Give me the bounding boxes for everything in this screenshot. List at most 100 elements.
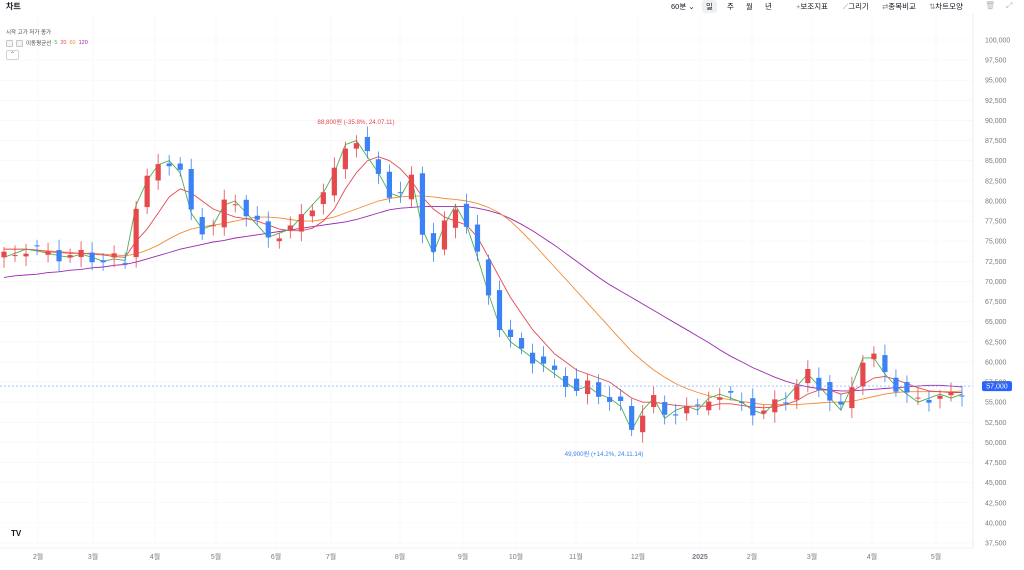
- period-week-button[interactable]: 주: [727, 2, 734, 11]
- y-tick-label: 55,000: [985, 400, 1007, 407]
- period-month-button[interactable]: 월: [746, 2, 753, 11]
- y-tick-label: 62,500: [985, 339, 1007, 346]
- x-tick-label: 8월: [395, 552, 405, 561]
- candle-body: [375, 159, 381, 174]
- candle-body: [144, 175, 150, 208]
- compare-icon: ⇄: [882, 2, 889, 11]
- ma5-label: 5: [54, 40, 58, 46]
- current-price-badge: [982, 381, 1012, 392]
- y-tick-label: 82,500: [985, 178, 1007, 185]
- indicators-button[interactable]: +보조지표: [796, 0, 828, 13]
- candle-body: [386, 171, 393, 198]
- candle-body: [67, 255, 73, 258]
- y-tick-label: 95,000: [985, 78, 1007, 85]
- candle-body: [915, 397, 921, 399]
- candle-body: [761, 410, 767, 414]
- candle-body: [276, 238, 282, 242]
- settings-icon[interactable]: [16, 39, 23, 47]
- candle-body: [298, 214, 304, 232]
- candle-body: [684, 406, 690, 414]
- y-tick-label: 92,500: [985, 98, 1007, 105]
- trash-icon[interactable]: 🗑: [985, 1, 996, 10]
- y-tick-label: 52,500: [985, 420, 1007, 427]
- candle-body: [309, 210, 315, 217]
- x-tick-label: 2월: [33, 552, 43, 561]
- x-tick-label: 2월: [747, 552, 757, 561]
- candle-body: [1, 251, 7, 258]
- ma60-label: 60: [69, 40, 76, 46]
- ma60-line: [4, 195, 963, 406]
- candle-body: [783, 402, 789, 404]
- tradingview-logo-icon: TV: [11, 529, 22, 538]
- candle-body: [397, 192, 404, 194]
- candle-body: [651, 395, 657, 408]
- compare-button[interactable]: ⇄종목비교: [882, 0, 916, 13]
- candle-body: [78, 249, 84, 258]
- x-tick-label: 2025: [692, 554, 708, 561]
- interval-label: 60분: [671, 2, 687, 11]
- x-tick-label: 6월: [271, 552, 281, 561]
- x-tick-label: 4월: [150, 552, 160, 561]
- interval-dropdown[interactable]: 60분 ⌄: [671, 0, 695, 13]
- candle-body: [12, 255, 18, 257]
- chart-style-icon: ⇅: [929, 2, 936, 11]
- ma5-line: [3, 140, 963, 432]
- candle-body: [320, 192, 326, 205]
- ma-label: 이동평균선: [26, 41, 52, 47]
- period-day-button[interactable]: 일: [702, 0, 717, 13]
- x-tick-label: 5월: [931, 552, 941, 561]
- visibility-toggle-icon[interactable]: [6, 39, 13, 47]
- y-tick-label: 45,000: [985, 480, 1007, 487]
- candle-body: [805, 368, 811, 384]
- expand-icon[interactable]: ⤢: [1006, 1, 1013, 10]
- candle-body: [816, 377, 822, 391]
- y-axis: 100,000 97,500 95,000 92,500 90,000 87,500 85,…: [0, 14, 1010, 549]
- candle-body: [474, 224, 481, 252]
- candle-body: [959, 395, 965, 397]
- candle-body: [585, 380, 591, 395]
- candle-body: [430, 233, 437, 252]
- candle-body: [166, 163, 172, 167]
- y-tick-label: 40,000: [985, 520, 1007, 527]
- candle-body: [122, 262, 128, 264]
- candle-body: [331, 167, 337, 196]
- candle-body: [463, 203, 470, 227]
- candles: [1, 126, 965, 443]
- candle-body: [452, 209, 459, 228]
- ma20-line: [4, 156, 962, 409]
- y-tick-label: 85,000: [985, 158, 1007, 165]
- candle-body: [618, 396, 624, 402]
- current-price-label: 57,000: [986, 384, 1008, 391]
- candle-body: [540, 356, 547, 364]
- indicators-label: 보조지표: [800, 2, 828, 11]
- period-year-button[interactable]: 년: [765, 2, 772, 11]
- candle-body: [496, 290, 503, 331]
- candle-body: [629, 406, 635, 430]
- top-toolbar: 차트 60분 ⌄ 일 주 월 년 +보조지표 ⟋그리기 ⇄종목비교 ⇅차트모양 …: [0, 0, 1024, 14]
- chevron-down-icon: ⌄: [686, 2, 695, 11]
- x-tick-label: 3월: [88, 552, 98, 561]
- pencil-icon: ⟋: [843, 2, 849, 11]
- drawing-button[interactable]: ⟋그리기: [843, 0, 869, 13]
- candle-body: [562, 376, 569, 388]
- grid: [0, 14, 973, 548]
- ma20-label: 20: [60, 40, 67, 46]
- y-tick-label: 60,000: [985, 359, 1007, 366]
- candle-body: [607, 397, 613, 402]
- ma120-line: [3, 206, 963, 392]
- candle-body: [904, 382, 910, 393]
- candle-body: [419, 173, 426, 235]
- chevron-up-icon[interactable]: ⌃: [6, 50, 19, 60]
- candle-body: [518, 337, 525, 349]
- chart-legend: 시작 고가 저가 종가 이동평균선 5 20 60 120: [6, 28, 88, 47]
- x-tick-label: 9월: [458, 552, 468, 561]
- candle-body: [133, 208, 139, 258]
- x-tick-label: 4월: [867, 552, 877, 561]
- chart-type-button[interactable]: ⇅차트모양: [929, 0, 963, 13]
- candle-body: [794, 385, 800, 400]
- candle-body: [45, 251, 51, 255]
- candle-body: [926, 399, 932, 403]
- ohlc-legend: 시작 고가 저가 종가: [6, 30, 52, 36]
- candle-body: [882, 355, 888, 372]
- app-title: 차트: [6, 2, 21, 11]
